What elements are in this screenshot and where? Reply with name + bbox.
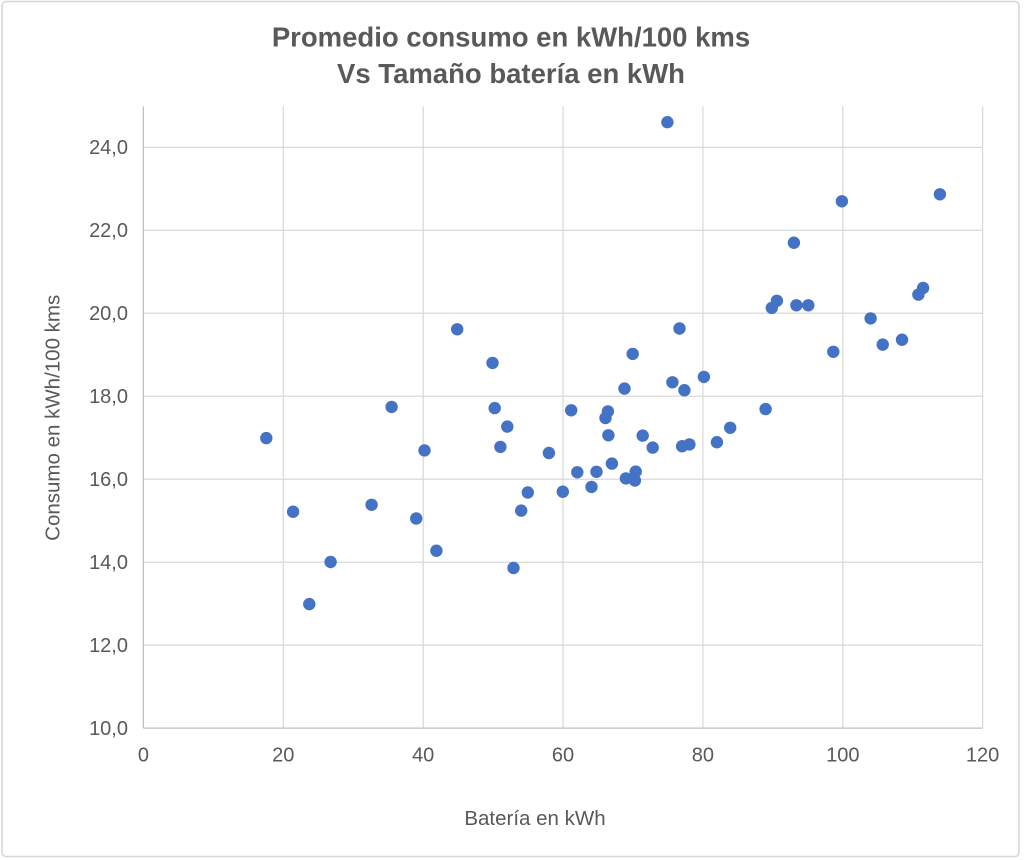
svg-text:120: 120: [966, 745, 999, 767]
svg-text:20: 20: [272, 745, 294, 767]
svg-text:Vs Tamaño batería en kWh: Vs Tamaño batería en kWh: [337, 58, 685, 89]
svg-text:60: 60: [552, 745, 574, 767]
svg-text:100: 100: [826, 745, 859, 767]
svg-text:12,0: 12,0: [89, 635, 128, 657]
svg-text:80: 80: [692, 745, 714, 767]
svg-text:0: 0: [138, 745, 149, 767]
svg-text:40: 40: [412, 745, 434, 767]
svg-text:22,0: 22,0: [89, 220, 128, 242]
svg-text:16,0: 16,0: [89, 469, 128, 491]
svg-text:20,0: 20,0: [89, 303, 128, 325]
svg-text:24,0: 24,0: [89, 137, 128, 159]
svg-text:Promedio consumo en kWh/100 km: Promedio consumo en kWh/100 kms: [272, 21, 750, 52]
svg-text:14,0: 14,0: [89, 552, 128, 574]
svg-text:Consumo en kWh/100 kms: Consumo en kWh/100 kms: [42, 295, 65, 541]
svg-text:Batería en kWh: Batería en kWh: [464, 807, 605, 830]
svg-text:18,0: 18,0: [89, 386, 128, 408]
svg-text:10,0: 10,0: [89, 718, 128, 740]
